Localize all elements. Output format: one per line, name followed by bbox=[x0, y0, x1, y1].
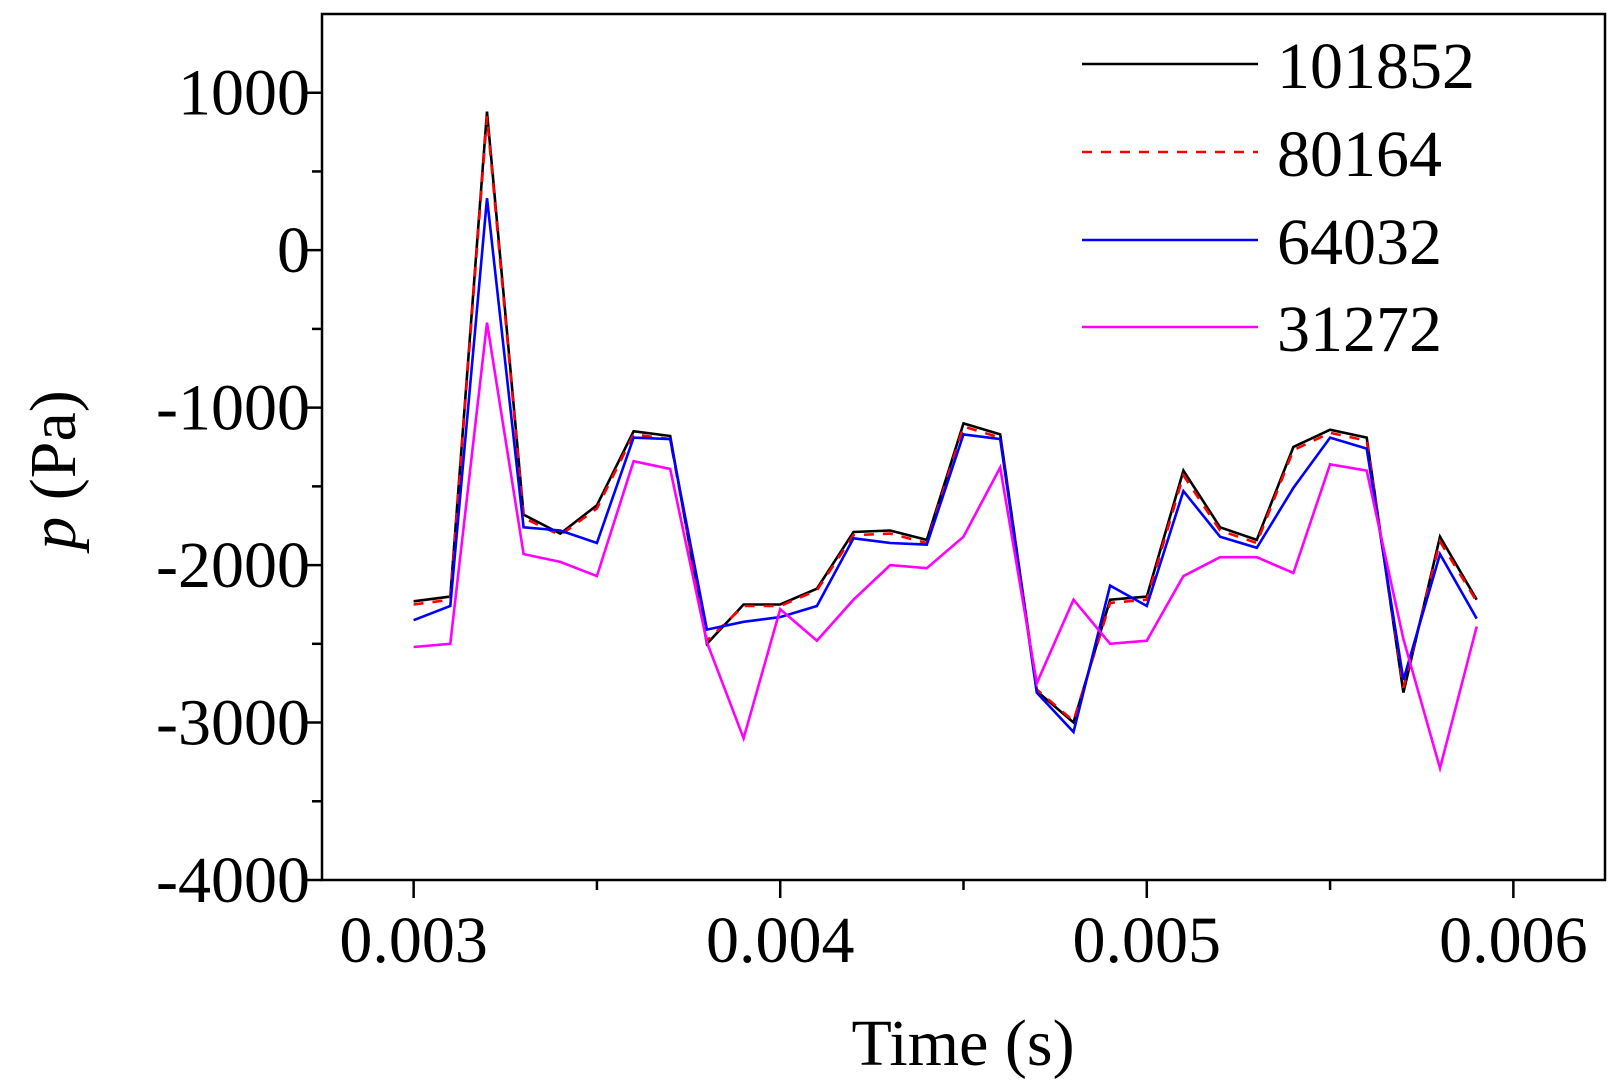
y-tick-label: -3000 bbox=[156, 687, 310, 760]
x-tick-label: 0.006 bbox=[1439, 904, 1588, 977]
legend: 101852 80164 64032 31272 bbox=[1082, 30, 1475, 366]
y-tick-label: 1000 bbox=[178, 57, 310, 130]
x-tick-label: 0.003 bbox=[339, 904, 488, 977]
x-axis-title: Time (s) bbox=[851, 1007, 1074, 1080]
axis-tick-labels: 0.003 0.004 0.005 0.006 1000 0 -1000 -2000 -3000… bbox=[156, 57, 1588, 977]
x-tick-label: 0.004 bbox=[706, 904, 855, 977]
legend-label: 101852 bbox=[1277, 30, 1475, 103]
axis-ticks bbox=[304, 91, 1515, 898]
series-line-64032 bbox=[413, 198, 1478, 735]
series-line-31272 bbox=[413, 322, 1478, 774]
y-axis-variable: p bbox=[17, 517, 90, 554]
y-tick-label: 0 bbox=[277, 214, 310, 287]
y-tick-label: -4000 bbox=[156, 844, 310, 917]
y-axis-title: p (Pa) bbox=[17, 390, 90, 553]
y-axis-unit: (Pa) bbox=[17, 390, 90, 516]
legend-label: 31272 bbox=[1277, 293, 1442, 366]
legend-label: 64032 bbox=[1277, 206, 1442, 279]
series-line-80164 bbox=[413, 116, 1478, 724]
series-lines bbox=[413, 111, 1478, 774]
y-tick-label: -1000 bbox=[156, 372, 310, 445]
series-line-101852 bbox=[413, 111, 1478, 725]
x-tick-label: 0.005 bbox=[1073, 904, 1222, 977]
legend-label: 80164 bbox=[1277, 118, 1442, 191]
y-tick-label: -2000 bbox=[156, 529, 310, 602]
